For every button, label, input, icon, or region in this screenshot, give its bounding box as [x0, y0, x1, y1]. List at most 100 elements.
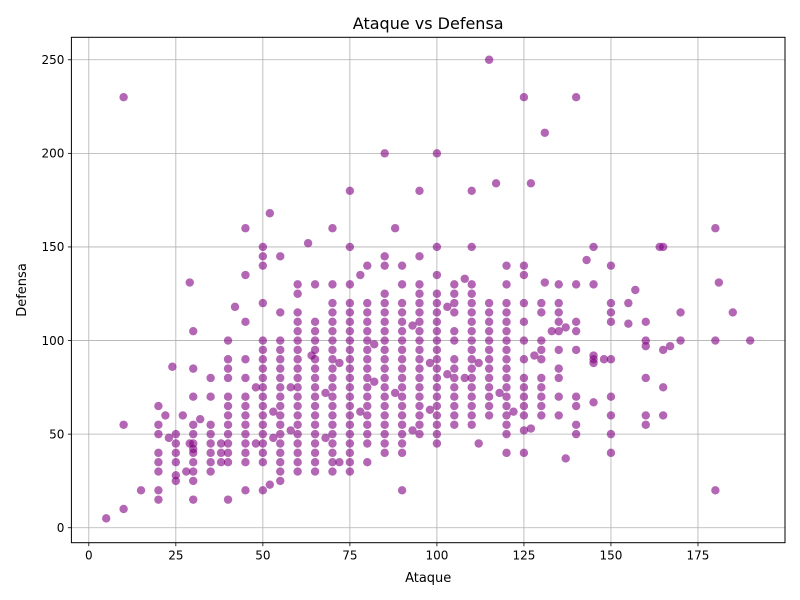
- data-point: [171, 439, 181, 448]
- data-point: [380, 261, 389, 270]
- data-point: [502, 345, 511, 355]
- data-point: [415, 392, 424, 401]
- data-point: [460, 274, 469, 283]
- data-point: [363, 308, 372, 317]
- data-point: [310, 364, 320, 373]
- data-point: [467, 411, 476, 420]
- data-point: [397, 439, 407, 448]
- data-point: [345, 448, 355, 458]
- data-point: [380, 252, 389, 261]
- data-point: [223, 355, 233, 364]
- data-point: [415, 420, 424, 429]
- data-point: [154, 495, 163, 504]
- data-point: [519, 298, 529, 308]
- y-tick-label: 150: [41, 240, 64, 254]
- data-point: [206, 467, 215, 476]
- data-point: [345, 401, 355, 411]
- data-point: [258, 252, 268, 261]
- data-point: [502, 317, 511, 327]
- data-point: [641, 411, 650, 420]
- data-point: [276, 420, 285, 429]
- data-point: [293, 364, 302, 373]
- data-point: [380, 355, 389, 364]
- data-point: [606, 355, 616, 364]
- data-point: [571, 420, 581, 429]
- data-point: [571, 429, 581, 439]
- data-point: [484, 326, 494, 336]
- data-point: [189, 467, 198, 476]
- data-point: [154, 448, 163, 458]
- data-point: [328, 392, 337, 401]
- data-point: [599, 355, 609, 364]
- x-tick-label: 100: [425, 549, 448, 563]
- data-point: [363, 439, 372, 448]
- data-point: [328, 345, 337, 355]
- data-point: [467, 317, 476, 327]
- gridlines: [71, 37, 785, 543]
- data-point: [345, 467, 355, 476]
- x-tick-label: 0: [85, 549, 93, 563]
- data-point: [397, 486, 407, 495]
- data-point: [230, 302, 240, 312]
- data-point: [258, 420, 268, 429]
- data-point: [178, 411, 187, 420]
- data-point: [554, 392, 563, 401]
- data-point: [223, 401, 233, 411]
- data-point: [415, 326, 424, 336]
- data-point: [502, 261, 511, 270]
- data-point: [571, 92, 581, 102]
- data-point: [432, 270, 442, 280]
- data-point: [258, 355, 268, 364]
- data-point: [415, 411, 424, 420]
- data-point: [276, 252, 285, 261]
- data-point: [293, 373, 302, 383]
- data-point: [258, 458, 268, 467]
- data-point: [258, 486, 268, 495]
- data-point: [415, 289, 424, 298]
- data-point: [195, 414, 205, 424]
- data-point: [397, 336, 407, 345]
- data-point: [345, 317, 355, 327]
- data-point: [467, 383, 476, 392]
- data-point: [223, 429, 233, 439]
- data-point: [321, 433, 330, 443]
- y-tick-label: 250: [41, 53, 64, 67]
- data-point: [450, 298, 459, 308]
- data-point: [415, 383, 424, 392]
- data-point: [216, 439, 226, 448]
- data-point: [443, 370, 452, 379]
- data-point: [345, 242, 355, 252]
- data-point: [241, 486, 250, 495]
- data-point: [711, 224, 720, 233]
- data-point: [467, 289, 476, 298]
- data-point: [450, 308, 459, 317]
- data-point: [310, 345, 320, 355]
- data-point: [328, 308, 337, 317]
- chart-title: Ataque vs Defensa: [353, 14, 504, 33]
- x-tick-label: 125: [512, 549, 535, 563]
- data-point: [474, 439, 483, 448]
- data-point: [303, 239, 313, 248]
- data-point: [519, 355, 529, 364]
- data-point: [171, 448, 181, 458]
- data-point: [665, 341, 675, 351]
- data-point: [450, 411, 459, 420]
- data-point: [189, 420, 198, 429]
- data-point: [286, 426, 295, 435]
- data-point: [554, 280, 563, 289]
- data-point: [408, 321, 417, 330]
- data-point: [241, 420, 250, 429]
- data-point: [467, 392, 476, 401]
- data-point: [345, 429, 355, 439]
- data-point: [537, 345, 546, 355]
- data-point: [258, 298, 268, 308]
- data-point: [631, 285, 640, 295]
- data-point: [310, 448, 320, 458]
- data-point: [206, 429, 215, 439]
- data-point: [258, 261, 268, 270]
- data-point: [216, 448, 226, 458]
- data-point: [345, 308, 355, 317]
- data-point: [415, 308, 424, 317]
- data-point: [502, 308, 511, 317]
- data-point: [450, 373, 459, 383]
